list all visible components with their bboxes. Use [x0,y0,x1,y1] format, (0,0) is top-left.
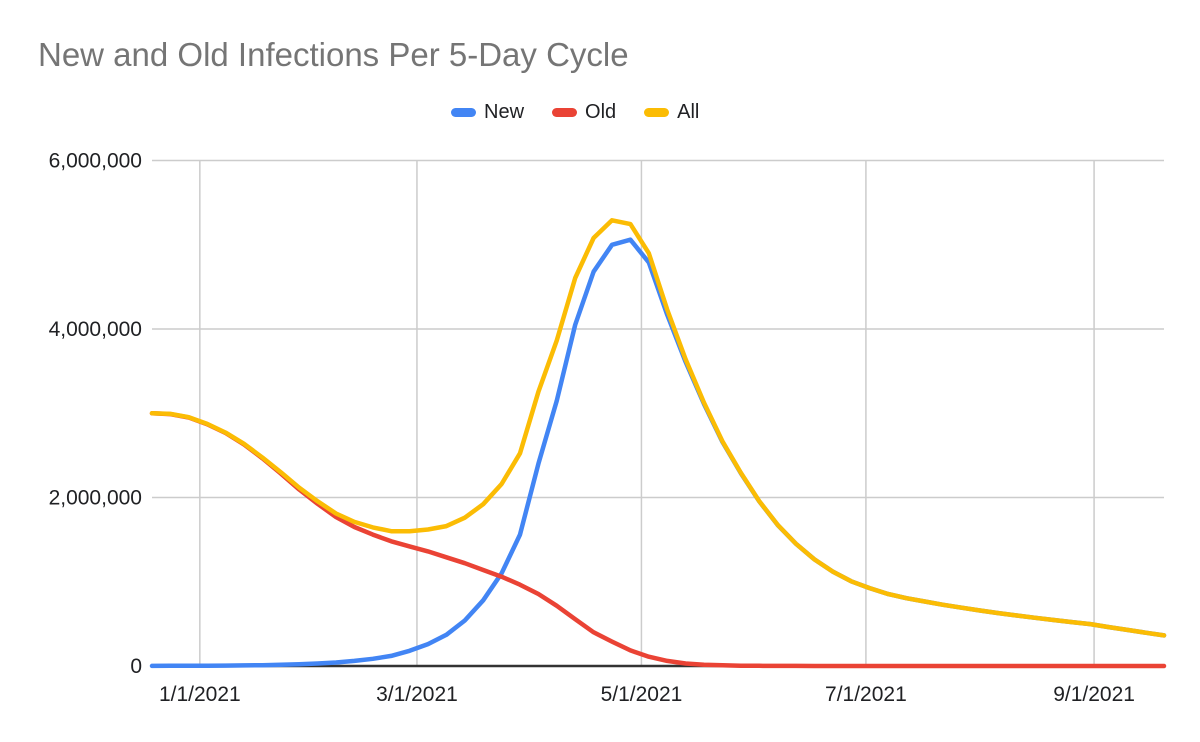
x-axis-tick-label: 1/1/2021 [159,683,241,706]
y-axis-tick-label: 0 [130,655,142,678]
legend-label: New [484,101,525,123]
legend-swatch-old [552,108,578,117]
legend-item-old[interactable]: Old [552,101,616,124]
legend-swatch-all [644,108,670,117]
y-axis-tick-label: 4,000,000 [49,318,142,341]
x-axis-tick-label: 7/1/2021 [825,683,907,706]
x-axis-tick-label: 3/1/2021 [376,683,458,706]
chart-title: New and Old Infections Per 5-Day Cycle [38,36,629,73]
series-line-new [149,237,1167,669]
legend-item-new[interactable]: New [451,101,524,124]
legend-swatch-new [451,108,476,117]
y-axis-tick-label: 6,000,000 [49,150,142,173]
x-axis-tick-label: 9/1/2021 [1053,683,1135,706]
series-line-old [149,411,1167,669]
legend: New Old All [451,101,699,124]
legend-item-all[interactable]: All [644,101,699,124]
series-line-all [149,218,1167,638]
x-axis-tick-label: 5/1/2021 [601,683,683,706]
y-axis-tick-label: 2,000,000 [49,487,142,510]
legend-label: Old [585,101,617,123]
legend-label: All [677,101,700,123]
